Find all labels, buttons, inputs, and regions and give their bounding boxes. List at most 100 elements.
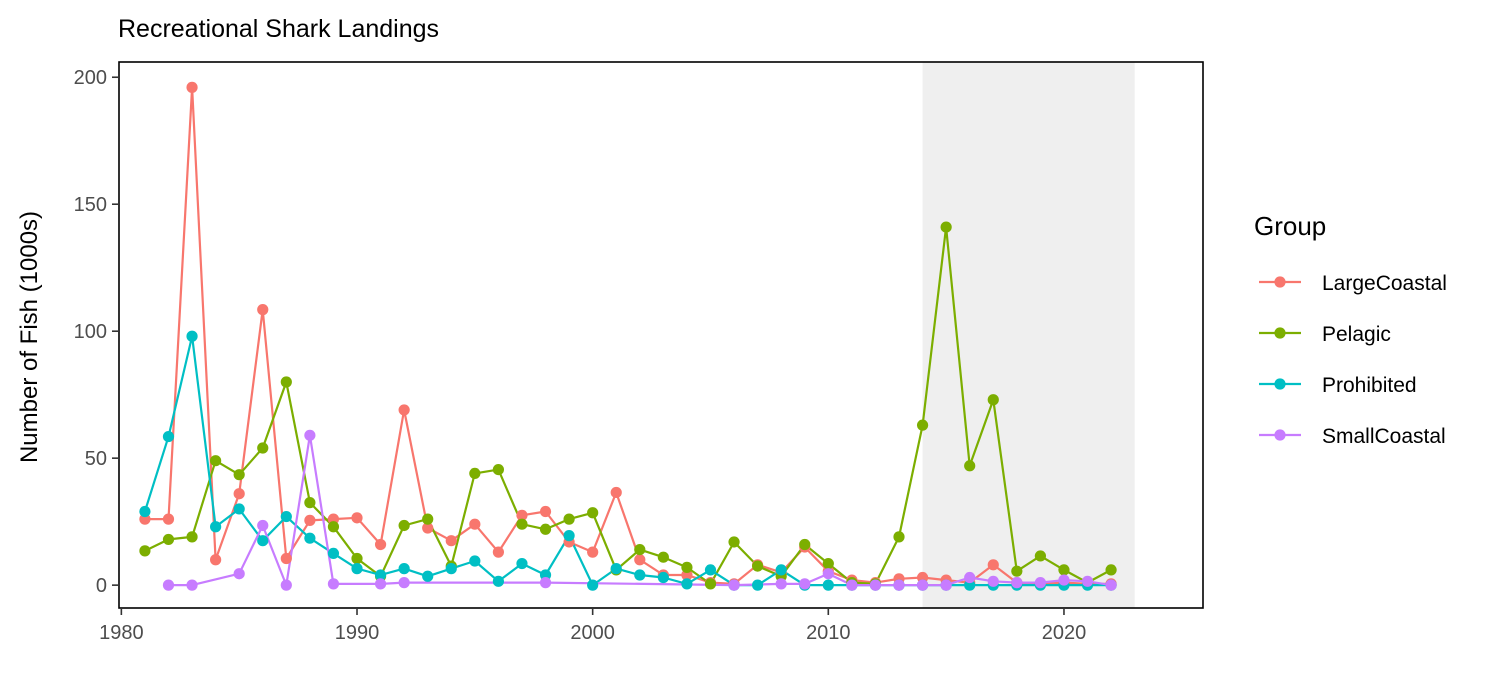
shaded-region [922,62,1135,608]
data-point-largecoastal [610,486,622,499]
data-point-prohibited [822,579,834,591]
y-tick-label: 150 [74,194,107,216]
panel-border [118,61,1204,609]
data-point-prohibited [162,430,175,443]
data-point-pelagic [964,460,976,472]
legend: Group LargeCoastal Pelagic Prohibited Small… [1254,211,1447,448]
data-point-prohibited [280,510,292,523]
data-point-smallcoastal [916,579,929,591]
data-point-pelagic [822,557,834,570]
data-point-smallcoastal [775,578,787,590]
legend-key-point-pelagic [1274,327,1286,339]
data-point-prohibited [445,563,457,575]
data-point-pelagic [351,552,363,565]
data-point-smallcoastal [280,579,292,591]
data-point-smallcoastal [1105,579,1117,591]
data-point-pelagic [1058,564,1070,576]
data-point-smallcoastal [1058,574,1070,586]
data-point-pelagic [492,463,504,476]
data-point-pelagic [280,376,292,388]
data-point-prohibited [374,569,387,581]
data-point-largecoastal [162,513,175,525]
data-point-pelagic [704,578,717,590]
data-point-largecoastal [469,518,481,530]
legend-label-prohibited: Prohibited [1322,374,1417,397]
data-point-largecoastal [304,514,316,526]
data-point-largecoastal [634,554,646,566]
y-tick-label: 50 [85,448,107,470]
data-point-prohibited [563,530,575,542]
data-point-smallcoastal [162,579,175,591]
x-axis: 1980 1990 2000 2010 2020 [99,608,1086,644]
data-point-prohibited [657,571,669,584]
data-point-prohibited [422,570,434,582]
data-point-largecoastal [257,304,269,316]
data-point-smallcoastal [822,568,834,580]
data-point-pelagic [398,519,410,532]
data-point-prohibited [233,503,245,515]
data-point-smallcoastal [374,578,387,590]
data-point-pelagic [634,543,646,556]
data-point-smallcoastal [1034,577,1046,589]
data-point-pelagic [304,497,316,509]
data-point-prohibited [587,579,599,591]
data-point-smallcoastal [304,429,316,441]
y-tick-label: 100 [74,321,107,343]
data-point-smallcoastal [1081,575,1094,587]
data-point-smallcoastal [327,578,340,590]
data-point-pelagic [139,545,151,557]
x-tick-label: 2000 [570,622,615,644]
legend-key-point-smallcoastal [1274,429,1286,441]
data-point-largecoastal [987,559,999,571]
data-point-largecoastal [422,522,434,534]
data-point-pelagic [940,221,952,233]
series-line-pelagic [144,226,1112,585]
data-point-smallcoastal [869,579,882,591]
data-point-prohibited [775,564,787,576]
data-point-pelagic [162,533,175,546]
data-point-smallcoastal [1011,577,1023,589]
data-point-largecoastal [374,538,387,551]
data-point-pelagic [539,523,552,535]
data-point-smallcoastal [940,579,952,591]
data-point-smallcoastal [398,577,410,589]
data-point-pelagic [516,518,528,530]
data-point-largecoastal [210,554,222,566]
data-point-largecoastal [280,552,292,565]
data-point-pelagic [257,442,269,454]
data-point-largecoastal [186,81,198,93]
data-point-pelagic [893,531,905,543]
data-point-pelagic [916,419,929,431]
data-point-smallcoastal [539,577,552,589]
data-point-largecoastal [233,488,245,500]
legend-label-smallcoastal: SmallCoastal [1322,425,1446,448]
data-point-smallcoastal [186,579,198,591]
data-point-prohibited [516,557,528,570]
data-point-pelagic [469,467,481,480]
x-tick-label: 2020 [1042,622,1087,644]
y-tick-label: 0 [96,575,107,597]
data-point-pelagic [1011,565,1023,577]
data-point-pelagic [210,455,222,467]
y-axis-title: Number of Fish (1000s) [16,211,43,463]
data-point-largecoastal [539,505,552,518]
data-point-prohibited [257,535,269,547]
data-point-largecoastal [398,404,410,416]
data-point-pelagic [799,538,811,551]
data-point-pelagic [657,551,669,563]
data-point-prohibited [704,564,717,576]
data-point-prohibited [351,563,363,575]
data-point-pelagic [587,507,599,519]
legend-key-point-prohibited [1274,378,1286,390]
data-point-smallcoastal [799,578,811,590]
data-point-smallcoastal [233,568,245,580]
legend-title: Group [1254,211,1326,241]
legend-key-point-largecoastal [1274,276,1286,288]
data-point-prohibited [492,575,504,587]
data-point-largecoastal [351,512,363,524]
data-point-prohibited [469,555,481,567]
data-point-prohibited [752,579,764,591]
data-point-smallcoastal [257,519,269,532]
data-point-prohibited [186,330,198,342]
